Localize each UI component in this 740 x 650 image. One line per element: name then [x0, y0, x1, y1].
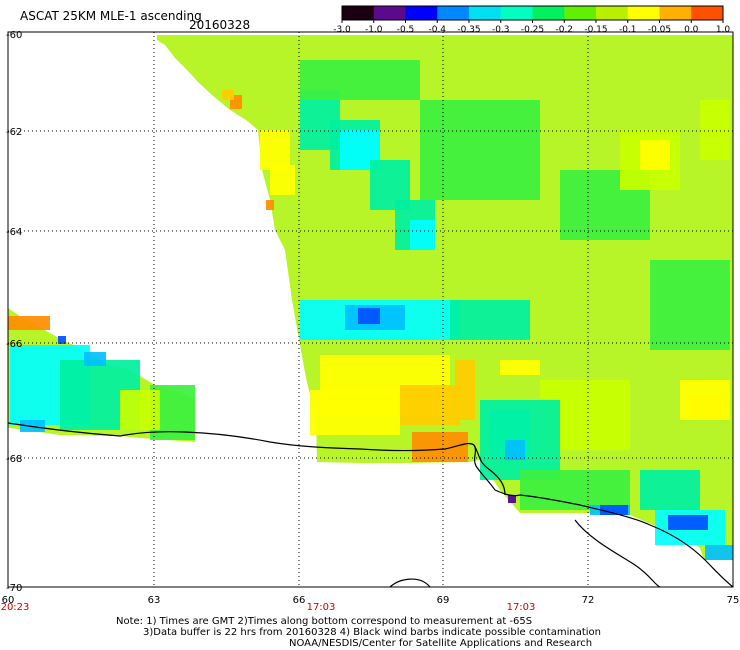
data-cell [20, 420, 45, 432]
colorbar-cell [373, 6, 406, 20]
data-cell [260, 130, 290, 170]
colorbar-cell [596, 6, 629, 20]
colorbar-label: -0.05 [648, 25, 671, 35]
colorbar-label: -0.25 [521, 25, 544, 35]
data-cell [410, 220, 435, 250]
data-cell [270, 165, 295, 195]
y-tick-label: -62 [6, 127, 22, 138]
data-cell [412, 432, 468, 462]
data-cell [358, 308, 380, 324]
note-line-3: NOAA/NESDIS/Center for Satellite Applica… [289, 638, 593, 649]
note-line-2: 3)Data buffer is 22 hrs from 20160328 4)… [143, 627, 601, 638]
data-cell [508, 495, 516, 503]
data-cell [500, 360, 540, 375]
colorbar-label: -0.35 [457, 25, 480, 35]
data-cell [680, 380, 730, 420]
colorbar-cell [437, 6, 470, 20]
wind-data-field [8, 35, 733, 560]
time-label: 17:03 [307, 602, 336, 613]
colorbar-cell [532, 6, 565, 20]
graticule [8, 32, 733, 587]
data-cell [420, 100, 540, 200]
colorbar-label: -0.1 [619, 25, 637, 35]
y-tick-label: -70 [6, 583, 22, 594]
colorbar-label: -0.5 [397, 25, 415, 35]
colorbar-label: -0.4 [428, 25, 446, 35]
colorbar-cell [627, 6, 660, 20]
x-tick-label: 75 [727, 595, 740, 606]
data-cell [640, 140, 670, 170]
data-cell [450, 300, 530, 340]
colorbar-cell [342, 6, 375, 20]
data-cell [310, 390, 400, 435]
colorbar-label: 0.0 [684, 25, 699, 35]
data-cell [700, 100, 730, 160]
data-cell [520, 470, 630, 510]
colorbar-cell [405, 6, 438, 20]
y-tick-label: -64 [6, 227, 22, 238]
map-date: 20160328 [189, 18, 251, 32]
data-cell [266, 200, 274, 210]
y-tick-label: -60 [6, 30, 22, 41]
data-cell [400, 385, 460, 425]
x-tick-label: 63 [148, 595, 161, 606]
time-label: 17:03 [507, 602, 536, 613]
colorbar-label: -0.15 [584, 25, 607, 35]
x-tick-label: 72 [582, 595, 595, 606]
colorbar-label: -0.3 [492, 25, 510, 35]
note-line-1: Note: 1) Times are GMT 2)Times along bot… [116, 616, 533, 627]
colorbar-label: -1.0 [365, 25, 383, 35]
data-cell [600, 505, 628, 515]
colorbar-cell [659, 6, 692, 20]
colorbar: -3.0 -1.0 -0.5 -0.4 -0.35 -0.3 -0.25 -0.2 -0.15 -… [333, 5, 731, 35]
time-label: 20:23 [1, 602, 30, 613]
y-tick-label: -66 [6, 339, 22, 350]
x-tick-label: 69 [437, 595, 450, 606]
data-cell [668, 515, 708, 530]
map-title: ASCAT 25KM MLE-1 ascending [20, 9, 202, 23]
data-cell [300, 60, 420, 100]
colorbar-cell [469, 6, 502, 20]
data-cell [455, 360, 475, 420]
data-cell [650, 260, 730, 350]
plot-frame [7, 31, 734, 588]
y-tick-label: -68 [6, 454, 22, 465]
x-tick-label: 60 [2, 595, 15, 606]
data-cell [505, 440, 525, 460]
data-cell [8, 316, 50, 330]
data-cell [84, 352, 106, 366]
x-tick-label: 66 [293, 595, 306, 606]
data-cell [222, 90, 234, 100]
coastline [7, 422, 734, 588]
colorbar-cell [564, 6, 597, 20]
data-cell [705, 545, 733, 560]
data-cell [58, 336, 66, 344]
data-cell [120, 390, 160, 430]
data-cell [640, 470, 700, 510]
colorbar-cell [691, 6, 724, 20]
colorbar-cell [500, 6, 533, 20]
colorbar-label: 1.0 [716, 25, 731, 35]
colorbar-label: -0.2 [555, 25, 573, 35]
colorbar-label: -3.0 [333, 25, 351, 35]
